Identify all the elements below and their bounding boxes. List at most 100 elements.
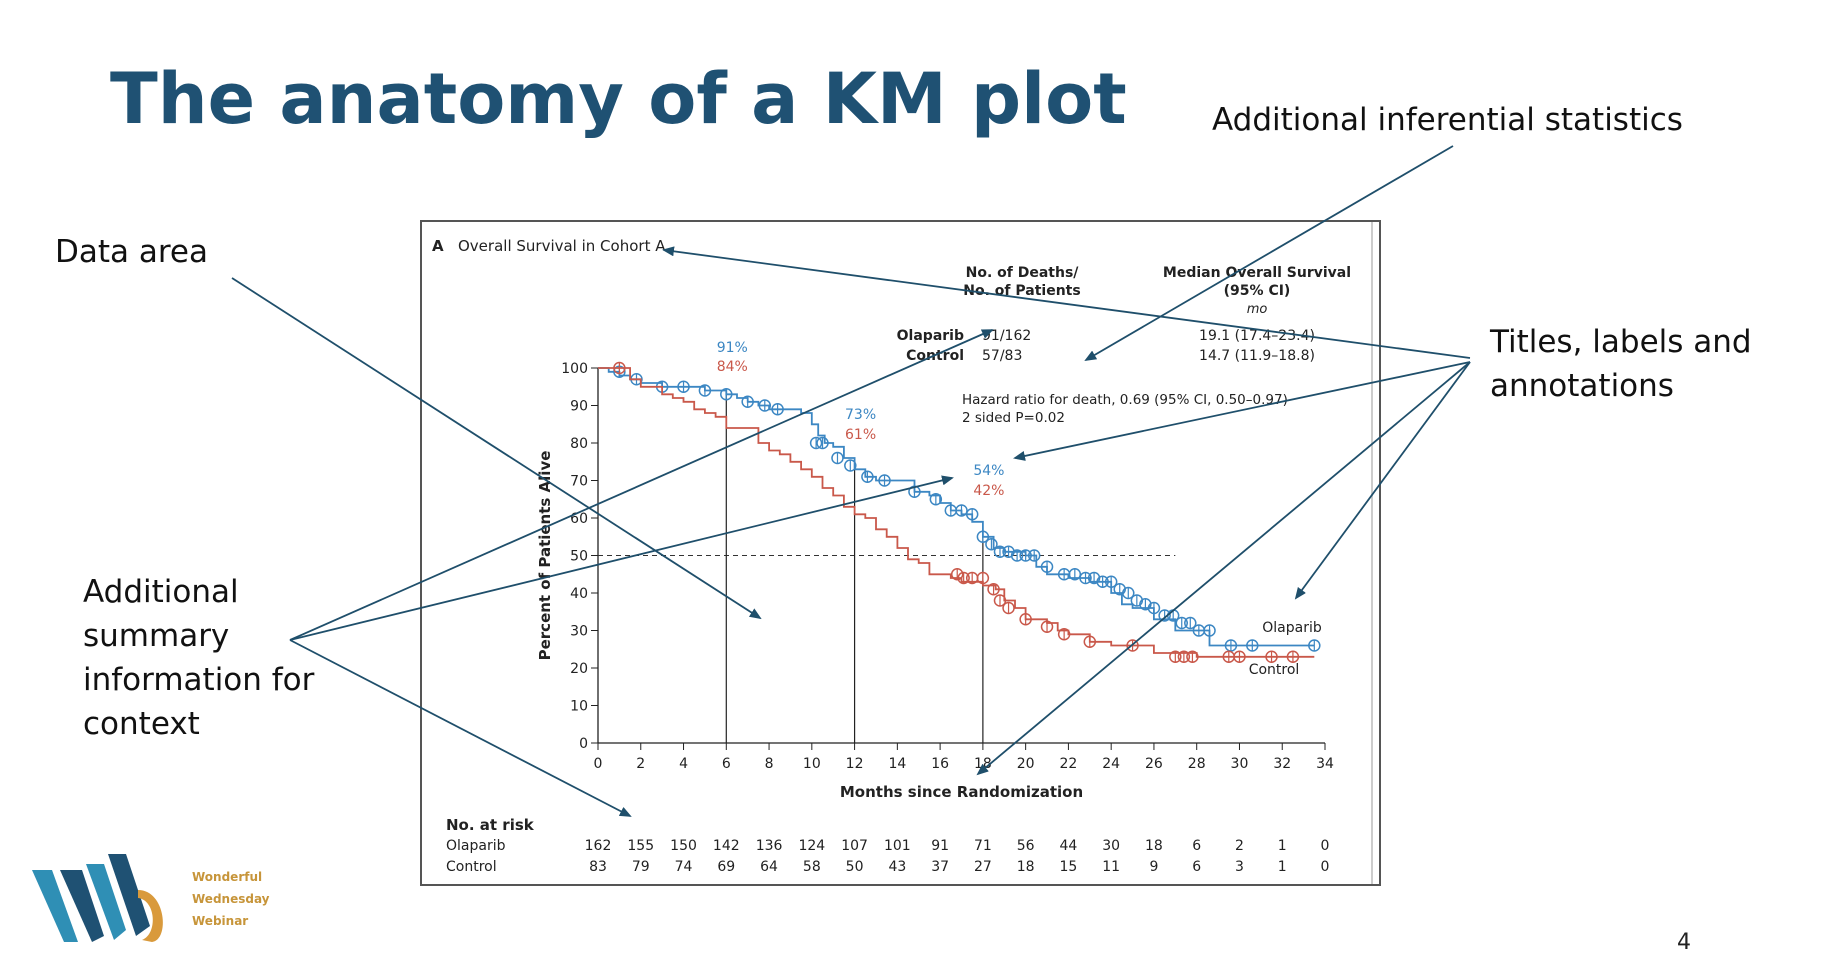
risk-table-group: Control xyxy=(446,859,497,875)
risk-table-value: 142 xyxy=(713,838,740,854)
x-tick-label: 28 xyxy=(1188,756,1206,772)
risk-table-value: 150 xyxy=(670,838,697,854)
control-landmark-label: 42% xyxy=(973,483,1004,499)
risk-table-value: 1 xyxy=(1278,859,1287,875)
risk-table-value: 64 xyxy=(760,859,778,875)
x-tick-label: 20 xyxy=(1017,756,1035,772)
risk-table-value: 91 xyxy=(931,838,949,854)
risk-table-value: 124 xyxy=(798,838,825,854)
y-tick-label: 70 xyxy=(570,474,588,490)
risk-table-value: 79 xyxy=(632,859,650,875)
y-tick-label: 30 xyxy=(570,624,588,640)
risk-table-value: 56 xyxy=(1017,838,1035,854)
callout-inferential-statistics: Additional inferential statistics xyxy=(1212,102,1683,138)
olaparib-curve-label: Olaparib xyxy=(1262,620,1322,636)
risk-table-value: 69 xyxy=(717,859,735,875)
stats-row-median: 19.1 (17.4–23.4) xyxy=(1199,328,1315,344)
callout-titles-labels: Titles, labels and annotations xyxy=(1490,324,1752,404)
logo-text-line3: Webinar xyxy=(192,914,249,928)
x-tick-label: 8 xyxy=(765,756,774,772)
chart-title: Overall Survival in Cohort A xyxy=(458,237,666,255)
y-tick-label: 50 xyxy=(570,549,588,565)
risk-table-value: 58 xyxy=(803,859,821,875)
y-tick-label: 10 xyxy=(570,699,588,715)
panel-label: A xyxy=(432,237,444,255)
control-landmark-label: 84% xyxy=(717,359,748,375)
x-tick-label: 6 xyxy=(722,756,731,772)
callout-summary-information: Additional summary information for conte… xyxy=(83,574,315,742)
risk-table-value: 3 xyxy=(1235,859,1244,875)
risk-table-group: Olaparib xyxy=(446,838,506,854)
stats-row-deaths: 57/83 xyxy=(982,348,1022,364)
page-number: 4 xyxy=(1677,930,1691,955)
risk-table-value: 71 xyxy=(974,838,992,854)
stats-col1-header-2: No. of Patients xyxy=(963,283,1080,299)
control-curve-label: Control xyxy=(1249,662,1300,678)
x-tick-label: 26 xyxy=(1145,756,1163,772)
risk-table-value: 15 xyxy=(1059,859,1077,875)
x-tick-label: 32 xyxy=(1273,756,1291,772)
risk-table-value: 2 xyxy=(1235,838,1244,854)
risk-table-value: 50 xyxy=(846,859,864,875)
km-plot: A Overall Survival in Cohort A No. of Deat… xyxy=(432,237,1351,875)
risk-table-value: 6 xyxy=(1192,838,1201,854)
logo-text-line1: Wonderful xyxy=(192,870,263,884)
x-tick-label: 10 xyxy=(803,756,821,772)
risk-table-value: 11 xyxy=(1102,859,1120,875)
x-tick-label: 30 xyxy=(1231,756,1249,772)
km-chart-frame: A Overall Survival in Cohort A No. of Deat… xyxy=(420,220,1381,886)
x-tick-label: 0 xyxy=(594,756,603,772)
risk-table-value: 18 xyxy=(1145,838,1163,854)
p-value-text: 2 sided P=0.02 xyxy=(962,410,1065,426)
risk-table-value: 101 xyxy=(884,838,911,854)
y-tick-label: 20 xyxy=(570,661,588,677)
webinar-logo: Wonderful Wednesday Webinar xyxy=(30,850,270,950)
stats-row-group: Control xyxy=(906,348,964,364)
risk-table-value: 162 xyxy=(585,838,612,854)
y-tick-label: 60 xyxy=(570,511,588,527)
y-tick-label: 80 xyxy=(570,436,588,452)
y-axis-label: Percent of Patients Alive xyxy=(536,451,554,661)
olaparib-landmark-label: 91% xyxy=(717,340,748,356)
risk-table-value: 83 xyxy=(589,859,607,875)
hazard-ratio-text: Hazard ratio for death, 0.69 (95% CI, 0.… xyxy=(962,392,1288,408)
slide-title: The anatomy of a KM plot xyxy=(110,58,1127,140)
x-tick-label: 34 xyxy=(1316,756,1334,772)
risk-table-value: 27 xyxy=(974,859,992,875)
risk-table-value: 136 xyxy=(756,838,783,854)
stats-row-median: 14.7 (11.9–18.8) xyxy=(1199,348,1315,364)
stats-row-deaths: 91/162 xyxy=(982,328,1031,344)
x-tick-label: 14 xyxy=(888,756,906,772)
stats-col2-header-2: (95% CI) xyxy=(1224,283,1291,299)
risk-table-value: 6 xyxy=(1192,859,1201,875)
risk-table-value: 9 xyxy=(1149,859,1158,875)
y-tick-label: 0 xyxy=(579,736,588,752)
y-tick-label: 100 xyxy=(561,361,588,377)
y-tick-label: 40 xyxy=(570,586,588,602)
x-tick-label: 12 xyxy=(846,756,864,772)
risk-table-value: 43 xyxy=(888,859,906,875)
control-landmark-label: 61% xyxy=(845,427,876,443)
x-tick-label: 2 xyxy=(636,756,645,772)
x-tick-label: 16 xyxy=(931,756,949,772)
olaparib-landmark-label: 73% xyxy=(845,407,876,423)
risk-table-value: 37 xyxy=(931,859,949,875)
x-tick-label: 18 xyxy=(974,756,992,772)
risk-table-title: No. at risk xyxy=(446,816,535,834)
risk-table-value: 0 xyxy=(1321,838,1330,854)
x-tick-label: 4 xyxy=(679,756,688,772)
risk-table-value: 1 xyxy=(1278,838,1287,854)
risk-table-value: 30 xyxy=(1102,838,1120,854)
olaparib-landmark-label: 54% xyxy=(973,463,1004,479)
risk-table-value: 107 xyxy=(841,838,868,854)
x-tick-label: 24 xyxy=(1102,756,1120,772)
logo-mark-icon xyxy=(32,854,163,942)
x-axis-label: Months since Randomization xyxy=(840,783,1083,801)
callout-data-area: Data area xyxy=(55,234,209,270)
x-tick-label: 22 xyxy=(1059,756,1077,772)
risk-table-value: 44 xyxy=(1059,838,1077,854)
stats-col1-header-1: No. of Deaths/ xyxy=(966,265,1080,281)
stats-row-group: Olaparib xyxy=(897,328,964,344)
stats-col2-header-1: Median Overall Survival xyxy=(1163,265,1351,281)
risk-table-value: 0 xyxy=(1321,859,1330,875)
